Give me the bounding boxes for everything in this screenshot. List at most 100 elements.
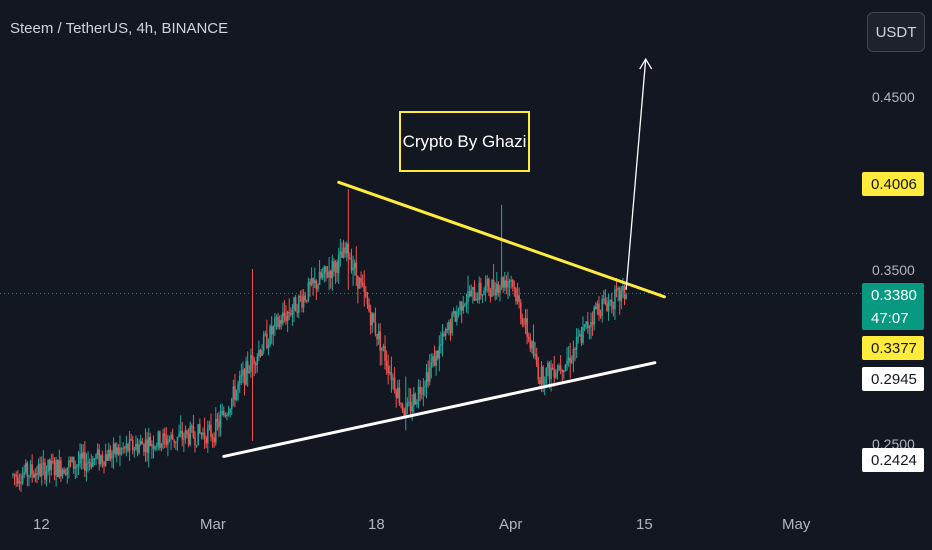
candle-body: [288, 312, 291, 314]
candle-body: [518, 295, 520, 303]
candle-body: [136, 443, 139, 453]
candle-body: [430, 362, 433, 368]
candle-body: [470, 289, 473, 297]
candle-body: [168, 439, 171, 441]
candle-body: [304, 295, 306, 301]
candle-body: [173, 439, 176, 443]
candle-body: [203, 432, 206, 438]
candle-body: [598, 303, 600, 316]
candle-body: [500, 277, 503, 288]
candle-body: [242, 369, 244, 376]
candle-body: [321, 273, 324, 278]
candle-body: [588, 326, 591, 328]
candle-body: [72, 456, 75, 469]
candle-body: [366, 296, 369, 305]
time-tick: Mar: [200, 516, 226, 533]
candle-body: [103, 461, 105, 466]
candle-body: [456, 311, 458, 322]
candle-body: [417, 386, 420, 401]
candle-body: [424, 385, 426, 388]
candle-body: [261, 350, 263, 357]
candle-body: [387, 365, 390, 374]
candle-body: [465, 301, 468, 305]
candle-body: [291, 309, 294, 315]
candle-body: [16, 476, 19, 484]
candle-body: [243, 369, 246, 385]
candle-body: [601, 299, 603, 316]
candle-body: [540, 366, 543, 384]
candle-body: [13, 474, 16, 476]
lower-trendline-tag: 0.2945: [862, 367, 924, 391]
candle-body: [15, 475, 17, 477]
candle-body: [492, 279, 495, 290]
candle-body: [205, 437, 207, 444]
candle-body: [144, 439, 147, 452]
candle-body: [396, 387, 399, 398]
candle-body: [368, 304, 370, 312]
candle-body: [299, 295, 302, 298]
candle-body: [341, 251, 343, 258]
candle-body: [594, 306, 597, 310]
candle-body: [384, 346, 386, 361]
candle-body: [579, 334, 581, 337]
candle-body: [20, 481, 22, 484]
candle-body: [307, 281, 310, 301]
candle-body: [47, 459, 49, 472]
candle-body: [290, 313, 292, 315]
currency-unit-button[interactable]: USDT: [867, 12, 925, 52]
candle-body: [251, 355, 254, 359]
candle-body: [527, 336, 530, 340]
candle-body: [513, 286, 516, 289]
candle-body: [476, 298, 479, 300]
candle-body: [195, 445, 198, 447]
candle-body: [326, 271, 329, 278]
candle-body: [274, 319, 276, 327]
candle-body: [93, 458, 96, 460]
candle-body: [165, 436, 168, 445]
candle-body: [580, 334, 583, 343]
candle-body: [123, 447, 126, 449]
candle-body: [411, 405, 413, 412]
candle-body: [141, 441, 144, 445]
candle-body: [37, 463, 40, 475]
candle-body: [60, 460, 62, 477]
candle-body: [561, 369, 564, 373]
candle-body: [96, 449, 99, 456]
candle-body: [74, 466, 77, 469]
candle-body: [208, 424, 211, 428]
candle-body: [155, 446, 158, 448]
candle-body: [147, 437, 150, 453]
candle-body: [428, 367, 431, 382]
candle-body: [24, 463, 27, 473]
candle-body: [184, 430, 187, 439]
candle-body: [48, 459, 51, 471]
candle-body: [363, 284, 366, 292]
candle-body: [171, 434, 174, 440]
candle-body: [328, 270, 330, 278]
candle-body: [310, 278, 313, 286]
candle-body: [264, 333, 267, 335]
candle-body: [130, 439, 132, 441]
candle-body: [610, 299, 613, 307]
candle-body: [325, 266, 327, 272]
candle-body: [435, 350, 437, 367]
candle-body: [623, 286, 626, 300]
candle-body: [574, 349, 576, 351]
candle-body: [28, 475, 30, 477]
candle-body: [534, 354, 536, 356]
candle-body: [393, 377, 396, 391]
candle-body: [371, 313, 374, 326]
candle-body: [298, 295, 300, 313]
candle-body: [615, 289, 618, 291]
candle-body: [266, 333, 268, 348]
candle-body: [85, 463, 88, 471]
candle-body: [248, 371, 251, 373]
price-tick: 0.4500: [872, 89, 915, 105]
candle-body: [50, 460, 53, 471]
candle-body: [80, 453, 83, 459]
candle-body: [508, 281, 511, 283]
candle-body: [84, 452, 86, 471]
candle-body: [160, 443, 163, 448]
candle-body: [63, 469, 65, 474]
